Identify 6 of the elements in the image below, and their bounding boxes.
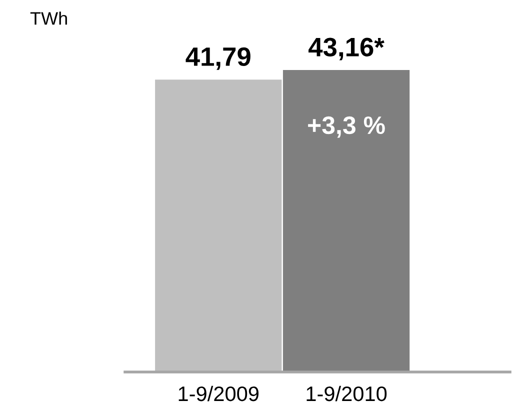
data-label: 41,79 [186,47,250,70]
data-label: 43,16* [308,38,384,60]
x-tick-label: 1-9/2010 [306,386,387,402]
x-tick-label: 1-9/2009 [178,386,259,402]
y-axis-title: TWh [30,12,67,25]
annotation: +3,3 % [308,116,385,138]
